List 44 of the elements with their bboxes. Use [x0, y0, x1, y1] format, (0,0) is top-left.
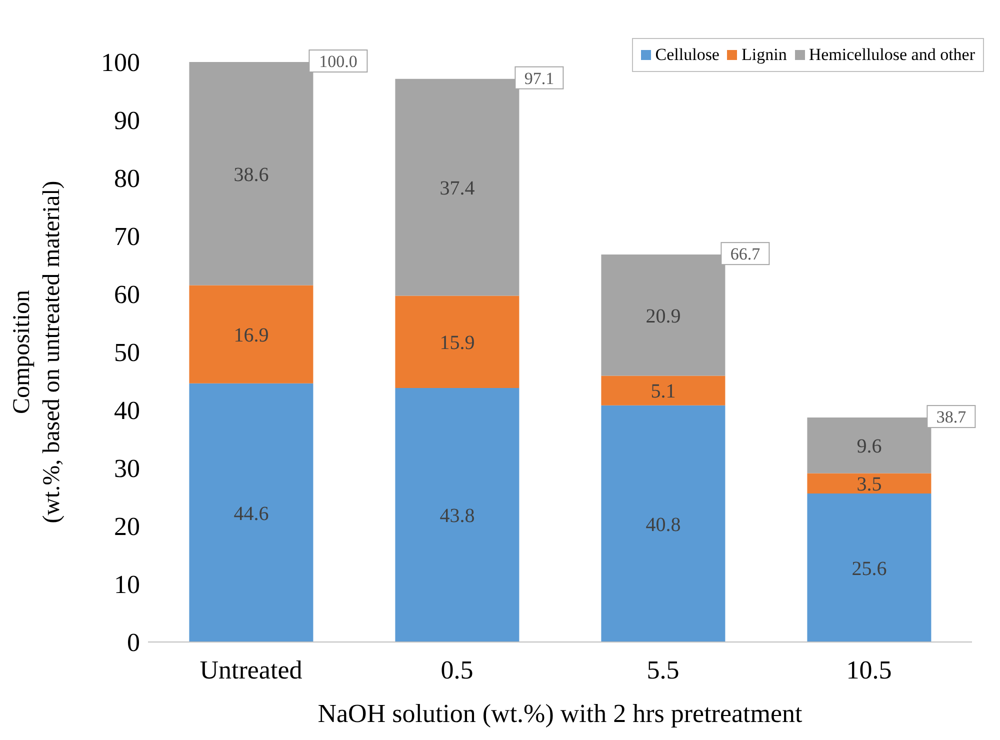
x-tick-label: Untreated	[200, 655, 302, 684]
y-tick-label: 60	[114, 280, 140, 310]
data-label: 9.6	[856, 435, 882, 458]
data-label: 5.1	[650, 380, 676, 403]
bar	[189, 285, 314, 384]
bar	[189, 383, 314, 642]
bar	[395, 296, 520, 388]
y-tick-label: 50	[114, 338, 140, 368]
legend-label: Hemicellulose and other	[808, 45, 975, 65]
bar	[395, 388, 520, 642]
legend-label: Lignin	[740, 45, 787, 65]
bar	[601, 405, 726, 642]
total-label: 38.7	[936, 408, 967, 427]
y-tick-label: 30	[114, 454, 140, 484]
data-label: 44.6	[234, 502, 269, 525]
y-axis-title: Composition (wt.%, based on untreated material)	[9, 180, 65, 524]
data-label: 40.8	[646, 514, 681, 536]
data-label: 20.9	[646, 305, 681, 328]
y-tick-label: 10	[114, 570, 140, 600]
total-label: 100.0	[319, 52, 358, 71]
total-label: 66.7	[730, 244, 761, 264]
total-label: 97.1	[524, 68, 554, 88]
y-tick-label: 0	[127, 628, 140, 658]
x-tick-label: 5.5	[646, 655, 680, 684]
data-label: 16.9	[234, 324, 269, 346]
y-tick-label: 20	[114, 512, 140, 542]
y-tick-label: 100	[101, 48, 140, 78]
x-axis-title: NaOH solution (wt.%) with 2 hrs pretreatment	[318, 699, 804, 728]
y-tick-label: 40	[114, 396, 140, 426]
x-tick-label: 10.5	[846, 655, 892, 684]
data-label: 43.8	[440, 505, 475, 528]
bar	[807, 494, 932, 642]
data-label: 38.6	[234, 164, 269, 186]
y-tick-label: 70	[114, 222, 140, 252]
data-label: 25.6	[852, 558, 887, 580]
data-label: 3.5	[856, 473, 882, 496]
y-tick-label: 90	[114, 106, 140, 136]
y-tick-label: 80	[114, 164, 140, 194]
data-label: 37.4	[440, 177, 475, 200]
legend-label: Cellulose	[654, 45, 720, 65]
x-tick-label: 0.5	[440, 655, 474, 684]
data-label: 15.9	[440, 332, 475, 354]
bar	[601, 376, 726, 406]
bar	[807, 473, 932, 494]
